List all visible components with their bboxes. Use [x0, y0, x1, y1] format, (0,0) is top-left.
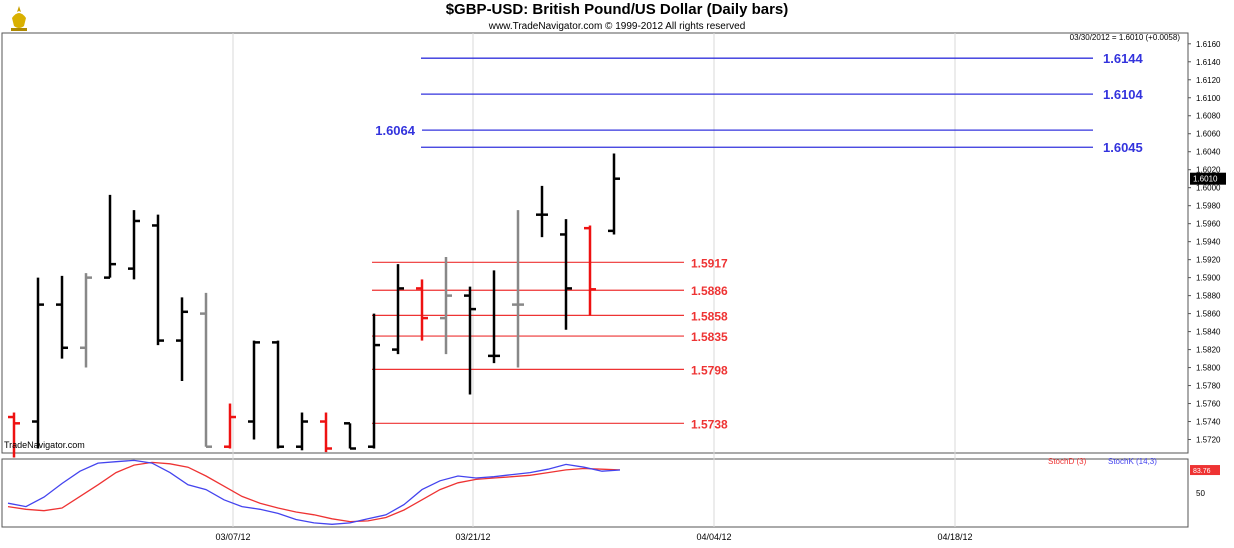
ohlc-bar: [320, 412, 332, 453]
target-level-label: 1.6144: [1103, 51, 1144, 66]
ohlc-bar: [536, 185, 548, 238]
ohlc-bar: [32, 277, 44, 449]
ohlc-bar: [368, 313, 380, 449]
last-price-badge: [1190, 172, 1226, 185]
x-tick-label: 03/21/12: [455, 532, 490, 542]
ohlc-bar: [56, 275, 68, 359]
ohlc-bar: [584, 225, 596, 316]
x-tick-label: 04/04/12: [696, 532, 731, 542]
oscillator-y-tick-label: 50: [1196, 489, 1205, 498]
stoch-d-line: [7, 461, 621, 523]
target-level-label: 1.6045: [1103, 140, 1143, 155]
watermark-text: TradeNavigator.com: [4, 440, 85, 450]
support-level-label: 1.5886: [691, 284, 728, 298]
legend-stoch-k: StochK (14,3): [1108, 457, 1157, 466]
trade-navigator-logo-icon: [11, 6, 27, 31]
ohlc-bar: [128, 210, 140, 280]
legend-stoch-d: StochD (3): [1048, 457, 1087, 466]
x-tick-label: 04/18/12: [937, 532, 972, 542]
ohlc-bar: [440, 256, 452, 355]
ohlc-bar: [200, 292, 212, 448]
ohlc-bar: [80, 273, 92, 368]
ohlc-bar: [248, 340, 260, 440]
y-tick-label: 1.6080: [1196, 112, 1221, 121]
support-level-label: 1.5738: [691, 417, 728, 431]
support-level-label: 1.5858: [691, 309, 728, 323]
y-tick-label: 1.5780: [1196, 382, 1221, 391]
ohlc-bar: [152, 214, 164, 346]
y-tick-label: 1.6020: [1196, 166, 1221, 175]
price-panel-frame: [1, 32, 1189, 454]
y-tick-label: 1.6060: [1196, 130, 1221, 139]
y-tick-label: 1.5800: [1196, 364, 1221, 373]
y-tick-label: 1.5880: [1196, 292, 1221, 301]
y-tick-label: 1.5740: [1196, 418, 1221, 427]
y-tick-label: 1.5940: [1196, 238, 1221, 247]
oscillator-last-badge: [1190, 465, 1220, 476]
y-tick-label: 1.6120: [1196, 76, 1221, 85]
y-tick-label: 1.5860: [1196, 310, 1221, 319]
stoch-k-line: [7, 459, 621, 525]
ohlc-bar: [344, 422, 356, 450]
ohlc-bar: [224, 403, 236, 449]
y-tick-label: 1.6160: [1196, 40, 1221, 49]
y-tick-label: 1.5820: [1196, 346, 1221, 355]
ohlc-bar: [464, 286, 476, 395]
y-tick-label: 1.5720: [1196, 436, 1221, 445]
chart-title: $GBP-USD: British Pound/US Dollar (Daily…: [445, 1, 789, 18]
support-level-label: 1.5835: [691, 330, 728, 344]
ohlc-bar: [416, 279, 428, 341]
ohlc-bar: [272, 340, 284, 449]
ohlc-bar: [560, 219, 572, 330]
support-level-label: 1.5917: [691, 256, 728, 270]
ohlc-bar: [104, 194, 116, 279]
support-level-label: 1.5798: [691, 363, 728, 377]
y-tick-label: 1.6140: [1196, 58, 1221, 67]
ohlc-bar: [488, 270, 500, 364]
oscillator-last-label: 83.76: [1193, 468, 1211, 475]
oscillator-panel-frame: [1, 458, 1189, 528]
ohlc-bar: [296, 412, 308, 451]
y-tick-label: 1.6040: [1196, 148, 1221, 157]
y-tick-label: 1.6100: [1196, 94, 1221, 103]
target-level-label: 1.6064: [375, 123, 416, 138]
y-tick-label: 1.5760: [1196, 400, 1221, 409]
y-tick-label: 1.5980: [1196, 202, 1221, 211]
y-tick-label: 1.5920: [1196, 256, 1221, 265]
y-tick-label: 1.5960: [1196, 220, 1221, 229]
ohlc-bar: [512, 210, 524, 368]
ohlc-bar: [176, 297, 188, 382]
ohlc-bar: [608, 153, 620, 235]
last-price-info: 03/30/2012 = 1.6010 (+0.0058): [1069, 33, 1180, 42]
y-tick-label: 1.6000: [1196, 184, 1221, 193]
target-level-label: 1.6104: [1103, 87, 1144, 102]
x-tick-label: 03/07/12: [215, 532, 250, 542]
ohlc-bar: [392, 264, 404, 355]
ohlc-bar: [8, 412, 20, 458]
y-tick-label: 1.5840: [1196, 328, 1221, 337]
last-price-label: 1.6010: [1193, 175, 1218, 184]
y-tick-label: 1.5900: [1196, 274, 1221, 283]
chart-copyright: www.TradeNavigator.com © 1999-2012 All r…: [488, 21, 746, 32]
